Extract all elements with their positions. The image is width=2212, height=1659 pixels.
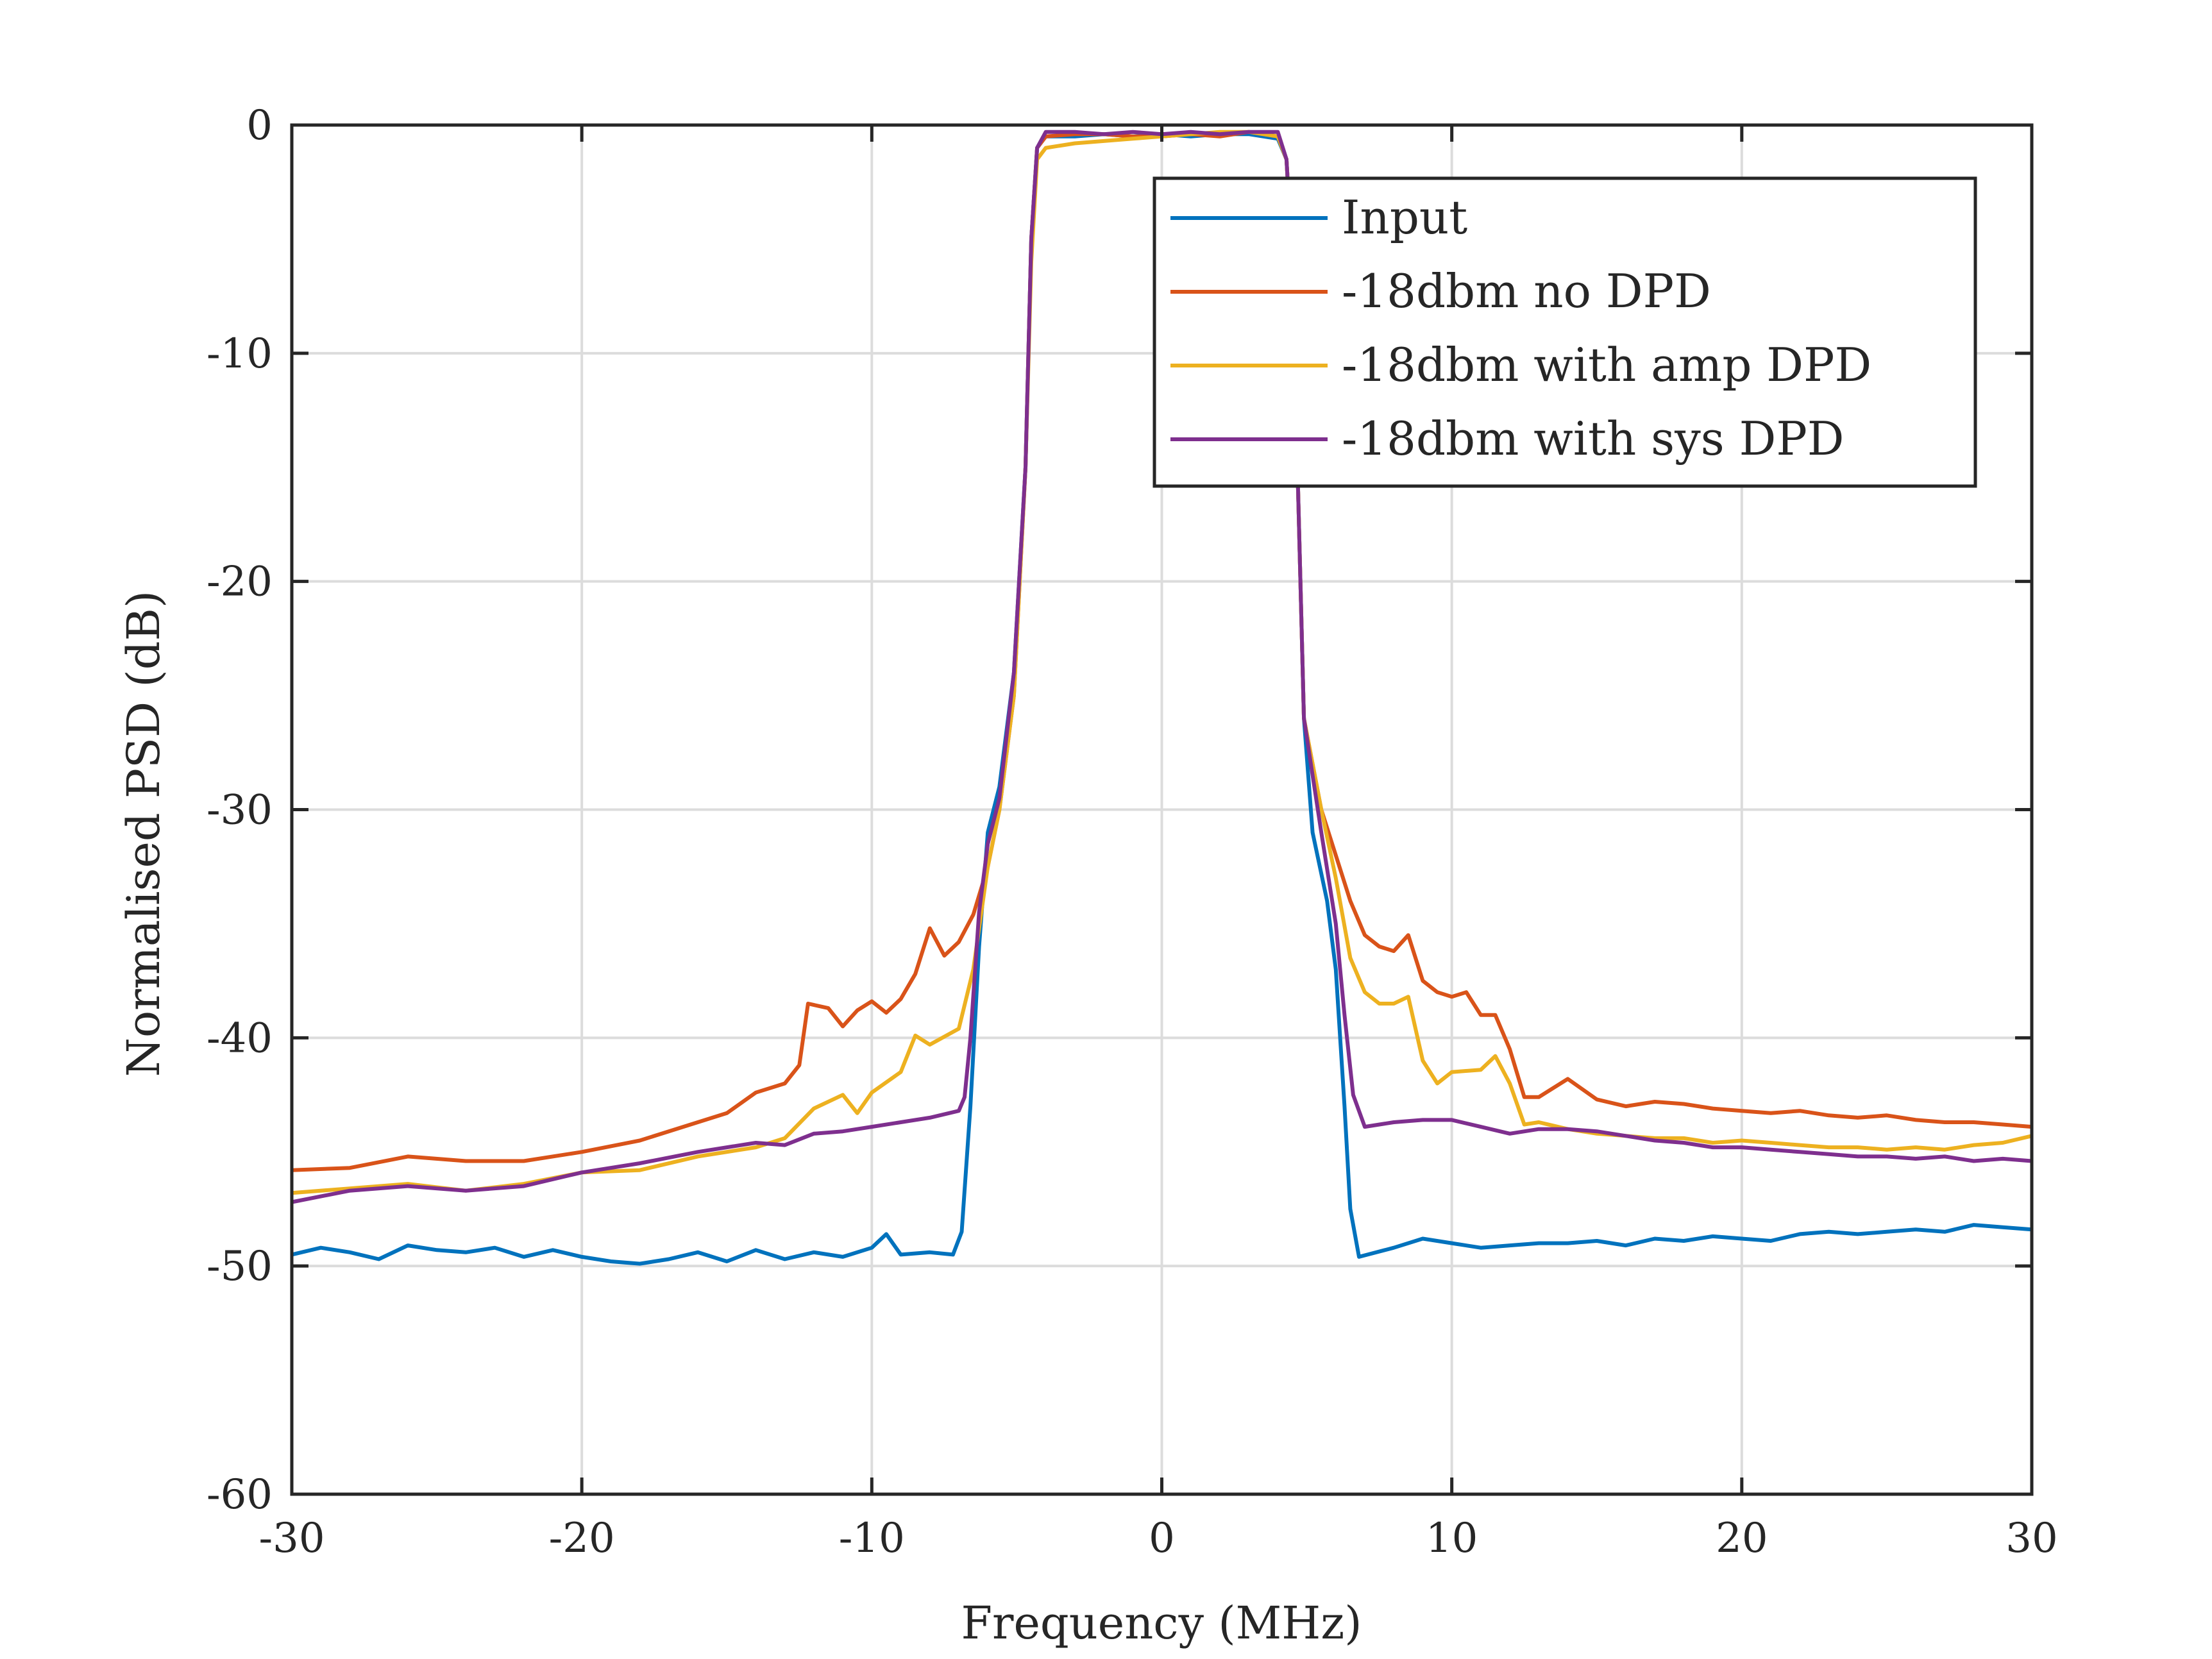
y-tick-label: -40 bbox=[207, 1015, 273, 1062]
labels-layer: -30 -20 -10 0 10 20 30 0 -10 -20 -30 -40 -50 -60 bbox=[207, 102, 2058, 1562]
x-tick-label: -10 bbox=[839, 1515, 905, 1562]
y-tick-label: -10 bbox=[207, 330, 273, 378]
x-axis-label: Frequency (MHz) bbox=[961, 1597, 1362, 1649]
y-axis-label: Normalised PSD (dB) bbox=[117, 591, 170, 1077]
x-tick-label: 0 bbox=[1149, 1515, 1175, 1562]
x-tick-label: -30 bbox=[258, 1515, 325, 1562]
x-tick-label: -20 bbox=[549, 1515, 615, 1562]
legend: Input -18dbm no DPD -18dbm with amp DPD … bbox=[1152, 176, 1977, 488]
legend-label-sys-dpd: -18dbm with sys DPD bbox=[1342, 412, 1845, 466]
x-tick-label: 10 bbox=[1426, 1515, 1478, 1562]
series-line-3 bbox=[291, 130, 2032, 1204]
x-tick-label: 30 bbox=[2005, 1515, 2057, 1562]
legend-label-no-dpd: -18dbm no DPD bbox=[1342, 264, 1711, 318]
legend-label-input: Input bbox=[1342, 190, 1467, 244]
y-tick-label: 0 bbox=[246, 102, 273, 149]
y-tick-label: -50 bbox=[207, 1243, 273, 1290]
axes-layer bbox=[290, 123, 2034, 1496]
y-tick-label: -30 bbox=[207, 787, 273, 834]
legend-label-amp-dpd: -18dbm with amp DPD bbox=[1342, 338, 1871, 392]
legend-box bbox=[1152, 176, 1977, 488]
x-tick-label: 20 bbox=[1716, 1515, 1768, 1562]
y-tick-label: -60 bbox=[207, 1471, 273, 1519]
y-tick-label: -20 bbox=[207, 559, 273, 606]
